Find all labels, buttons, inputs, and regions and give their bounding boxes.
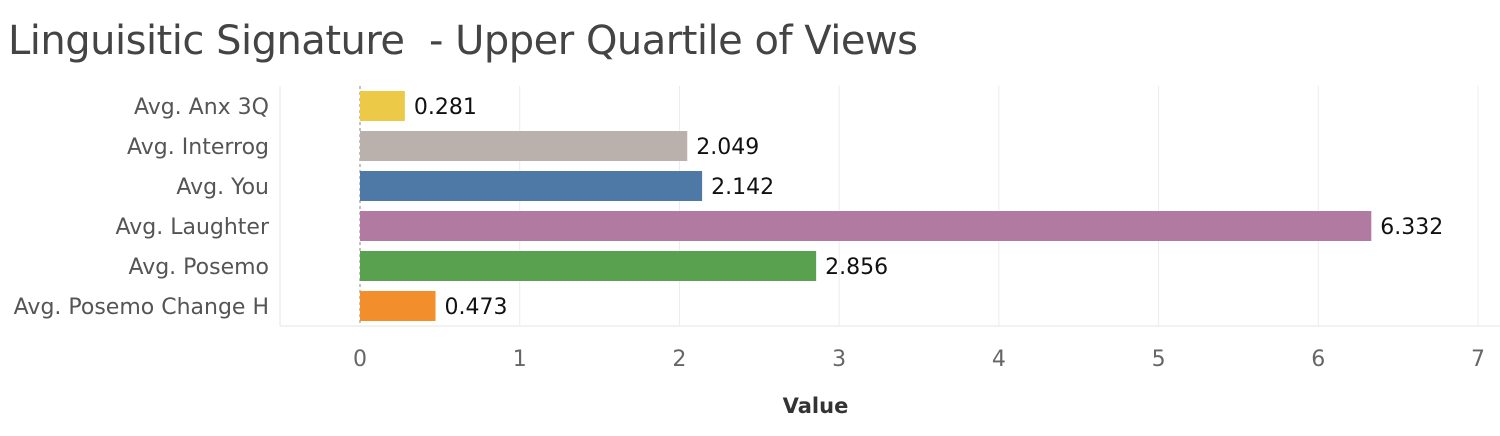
value-label-2: 2.142 <box>711 175 774 200</box>
value-label-1: 2.049 <box>696 135 759 160</box>
value-label-4: 2.856 <box>825 255 888 280</box>
grid-layer <box>279 86 1500 327</box>
tick-layer: 0 1 2 3 4 5 6 7 <box>353 347 1485 372</box>
category-label-5: Avg. Posemo Change H <box>14 295 269 320</box>
x-tick-label-0: 0 <box>353 347 367 372</box>
category-label-3: Avg. Laughter <box>115 215 269 240</box>
x-axis-title: Value <box>783 394 849 418</box>
category-label-1: Avg. Interrog <box>127 135 269 160</box>
value-label-3: 6.332 <box>1380 215 1443 240</box>
chart-title: Linguisitic Signature - Upper Quartile o… <box>8 18 918 64</box>
label-layer: Avg. Anx 3Q 0.281 Avg. Interrog 2.049 Avg. Y… <box>14 95 1444 320</box>
category-label-2: Avg. You <box>176 175 269 200</box>
bar-3 <box>360 211 1372 241</box>
value-label-5: 0.473 <box>445 295 508 320</box>
category-label-4: Avg. Posemo <box>128 255 269 280</box>
x-tick-label-7: 7 <box>1471 347 1485 372</box>
category-label-0: Avg. Anx 3Q <box>134 95 269 120</box>
x-tick-label-5: 5 <box>1152 347 1166 372</box>
value-label-0: 0.281 <box>414 95 477 120</box>
x-tick-label-1: 1 <box>513 347 527 372</box>
x-tick-label-2: 2 <box>672 347 686 372</box>
bar-2 <box>360 171 703 201</box>
bar-1 <box>360 131 688 161</box>
bar-layer <box>360 91 1372 321</box>
bar-0 <box>360 91 405 121</box>
x-tick-label-3: 3 <box>832 347 846 372</box>
bar-4 <box>360 251 817 281</box>
bar-5 <box>360 291 436 321</box>
x-tick-label-4: 4 <box>992 347 1006 372</box>
x-tick-label-6: 6 <box>1311 347 1325 372</box>
